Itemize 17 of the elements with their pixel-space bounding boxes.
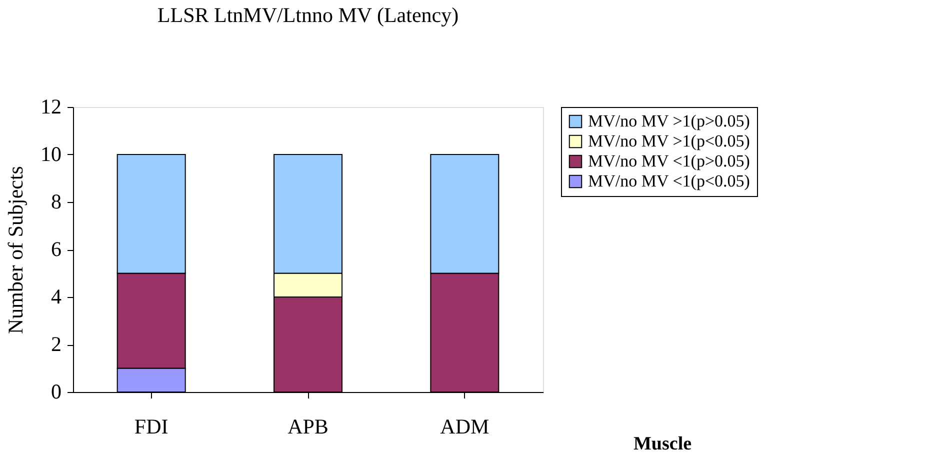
y-axis-title: Number of Subjects xyxy=(4,166,28,334)
x-axis-title: Muscle xyxy=(634,434,692,454)
chart-title: LLSR LtnMV/Ltnno MV (Latency) xyxy=(157,3,459,27)
y-tick-label: 2 xyxy=(51,332,62,356)
y-tick-label: 4 xyxy=(51,284,62,308)
y-tick-label: 6 xyxy=(51,237,62,261)
y-tick-label: 12 xyxy=(40,94,62,118)
legend-label: MV/no MV <1(p<0.05) xyxy=(588,172,750,190)
legend-label: MV/no MV <1(p>0.05) xyxy=(588,152,750,170)
x-tick-label: FDI xyxy=(134,414,168,438)
y-tick-label: 8 xyxy=(51,190,62,214)
legend-label: MV/no MV >1(p<0.05) xyxy=(588,132,750,150)
y-tick-label: 10 xyxy=(40,142,62,166)
x-tick-label: APB xyxy=(288,414,328,438)
legend-label: MV/no MV >1(p>0.05) xyxy=(588,112,750,130)
x-tick-label: ADM xyxy=(440,414,490,438)
y-tick-label: 0 xyxy=(51,380,62,404)
